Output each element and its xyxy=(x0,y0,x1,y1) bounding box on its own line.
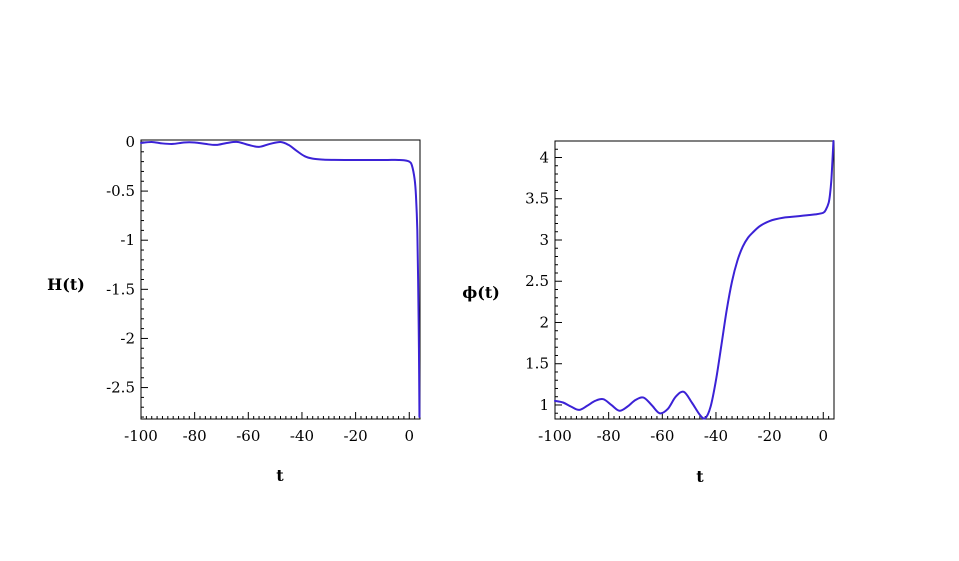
phi-plot: -100 -80 -60 -40 -20 0 1 1.5 2 2.5 3 3.5 4 t ϕ(t) xyxy=(462,140,835,486)
phi-plot-ytick-label: 2 xyxy=(539,313,549,331)
h-plot-xlabel: t xyxy=(276,466,284,485)
h-plot-ytick-label: -2 xyxy=(120,329,135,347)
h-plot: -100 -80 -60 -40 -20 0 0 -0.5 -1 -1.5 -2 -2.5 t H(t) xyxy=(47,133,421,485)
phi-plot-xlabel: t xyxy=(696,467,704,486)
h-plot-xtick-label: -20 xyxy=(344,427,368,445)
h-plot-series-line xyxy=(140,140,421,419)
phi-plot-frame xyxy=(554,140,835,420)
h-plot-ytick-label: 0 xyxy=(125,133,135,151)
phi-plot-xtick-label: -20 xyxy=(758,427,782,445)
h-plot-ylabel: H(t) xyxy=(47,275,85,294)
h-plot-ytick-label: -2.5 xyxy=(106,379,135,397)
phi-plot-xtick-label: -80 xyxy=(597,427,621,445)
h-plot-xtick-label: -100 xyxy=(124,427,158,445)
phi-plot-ylabel: ϕ(t) xyxy=(462,283,500,302)
h-plot-xtick-label: 0 xyxy=(404,427,414,445)
phi-plot-xtick-label: -100 xyxy=(538,427,572,445)
phi-plot-ytick-label: 1 xyxy=(539,396,549,414)
h-plot-xtick-label: -60 xyxy=(236,427,260,445)
h-plot-xtick-label: -40 xyxy=(290,427,314,445)
phi-plot-xtick-label: -60 xyxy=(650,427,674,445)
h-plot-frame xyxy=(140,139,421,420)
h-plot-ytick-label: -1.5 xyxy=(106,280,135,298)
phi-plot-xtick-label: 0 xyxy=(818,427,828,445)
phi-plot-xtick-label: -40 xyxy=(704,427,728,445)
phi-plot-ytick-label: 3.5 xyxy=(525,190,549,208)
phi-plot-ytick-label: 4 xyxy=(539,148,549,166)
h-plot-ytick-label: -0.5 xyxy=(106,182,135,200)
h-plot-ytick-label: -1 xyxy=(120,231,135,249)
phi-plot-ytick-label: 3 xyxy=(539,231,549,249)
h-plot-xtick-label: -80 xyxy=(183,427,207,445)
phi-plot-ytick-label: 1.5 xyxy=(525,355,549,373)
phi-plot-ytick-label: 2.5 xyxy=(525,272,549,290)
phi-plot-series-line xyxy=(554,140,835,420)
